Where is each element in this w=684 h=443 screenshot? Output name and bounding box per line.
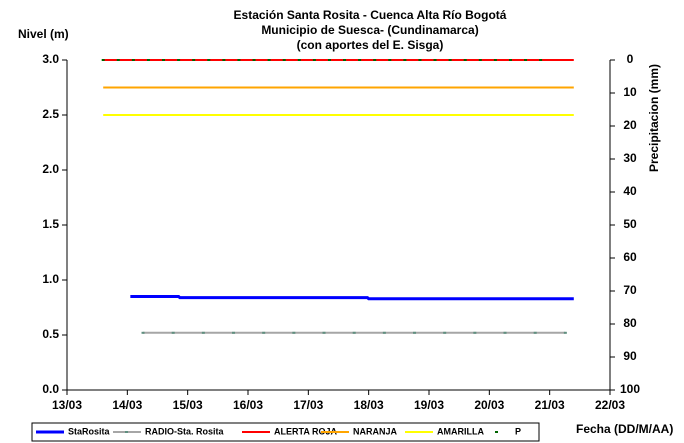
- legend-box: [31, 422, 540, 442]
- series-marker: [292, 331, 296, 334]
- y2-tick-label: 40: [623, 184, 637, 198]
- x-tick-label: 21/03: [535, 398, 565, 412]
- series-marker: [493, 59, 497, 61]
- series-line: [130, 295, 574, 301]
- series-marker: [503, 331, 507, 334]
- series-marker: [162, 59, 166, 61]
- series-marker: [222, 59, 226, 61]
- x-tick-label: 17/03: [293, 398, 323, 412]
- x-tick-label: 22/03: [595, 398, 625, 412]
- series-marker: [433, 59, 437, 61]
- y2-tick-label: 10: [623, 85, 637, 99]
- series-marker: [116, 59, 120, 61]
- chart-title: Estación Santa Rosita - Cuenca Alta Río …: [234, 8, 507, 22]
- y2-tick-label: 0: [627, 52, 634, 66]
- series-marker: [418, 59, 422, 61]
- series-marker: [101, 59, 105, 61]
- series-marker: [373, 59, 377, 61]
- y2-tick-label: 30: [623, 151, 637, 165]
- y-tick-label: 3.0: [42, 52, 59, 66]
- y2-tick-label: 50: [623, 217, 637, 231]
- series-marker: [146, 59, 150, 61]
- series-marker: [382, 331, 386, 334]
- series-marker: [192, 59, 196, 61]
- series-marker: [312, 59, 316, 61]
- series-marker: [524, 59, 528, 61]
- series-marker: [463, 59, 467, 61]
- y-tick-label: 1.5: [42, 217, 59, 231]
- series-marker: [473, 331, 477, 334]
- chart-title: (con aportes del E. Sisga): [297, 38, 444, 52]
- y2-tick-label: 20: [623, 118, 637, 132]
- x-tick-label: 16/03: [233, 398, 263, 412]
- y-tick-label: 0.5: [42, 327, 59, 341]
- legend-label: P: [515, 426, 521, 436]
- y-axis-label: Nivel (m): [18, 27, 69, 41]
- y-tick-label: 0.0: [42, 382, 59, 396]
- x-tick-label: 14/03: [112, 398, 142, 412]
- legend-label: NARANJA: [353, 426, 398, 436]
- x-tick-label: 19/03: [414, 398, 444, 412]
- series-marker: [388, 59, 392, 61]
- series-marker: [232, 331, 236, 334]
- series-marker: [327, 59, 331, 61]
- series-marker: [478, 59, 482, 61]
- chart-title: Municipio de Suesca- (Cundinamarca): [261, 23, 478, 37]
- y2-tick-label: 60: [623, 250, 637, 264]
- series-marker: [171, 331, 175, 334]
- x-tick-label: 13/03: [52, 398, 82, 412]
- series-marker: [207, 59, 211, 61]
- series-marker: [267, 59, 271, 61]
- series-marker: [403, 59, 407, 61]
- series-marker: [177, 59, 181, 61]
- series-marker: [201, 331, 205, 334]
- series-marker: [322, 331, 326, 334]
- legend-label: RADIO-Sta. Rosita: [145, 426, 225, 436]
- y2-tick-label: 70: [623, 283, 637, 297]
- series-marker: [563, 331, 567, 334]
- y-tick-label: 1.0: [42, 272, 59, 286]
- series-marker: [237, 59, 241, 61]
- series-marker: [413, 331, 417, 334]
- series-marker: [131, 59, 135, 61]
- series-marker: [533, 331, 537, 334]
- series-marker: [252, 59, 256, 61]
- y-tick-label: 2.5: [42, 107, 59, 121]
- series-marker: [508, 59, 512, 61]
- series-marker: [358, 59, 362, 61]
- x-axis-label: Fecha (DD/M/AA): [576, 422, 673, 436]
- y2-tick-label: 80: [623, 316, 637, 330]
- legend-swatch: [125, 431, 128, 433]
- series-marker: [448, 59, 452, 61]
- legend-label: ALERTA ROJA: [274, 426, 338, 436]
- y2-tick-label: 90: [623, 349, 637, 363]
- series-marker: [282, 59, 286, 61]
- series-marker: [539, 59, 543, 61]
- legend-label: StaRosita: [68, 426, 111, 436]
- x-tick-label: 20/03: [474, 398, 504, 412]
- series-marker: [297, 59, 301, 61]
- series-marker: [443, 331, 447, 334]
- series-marker: [343, 59, 347, 61]
- series-marker: [352, 331, 356, 334]
- y2-axis-label: Precipitacion (mm): [647, 64, 661, 172]
- legend-swatch: [495, 431, 498, 433]
- series-marker: [262, 331, 266, 334]
- legend-label: AMARILLA: [437, 426, 484, 436]
- x-tick-label: 15/03: [173, 398, 203, 412]
- series-marker: [141, 331, 145, 334]
- y2-tick-label: 100: [620, 382, 640, 396]
- x-tick-label: 18/03: [354, 398, 384, 412]
- y-tick-label: 2.0: [42, 162, 59, 176]
